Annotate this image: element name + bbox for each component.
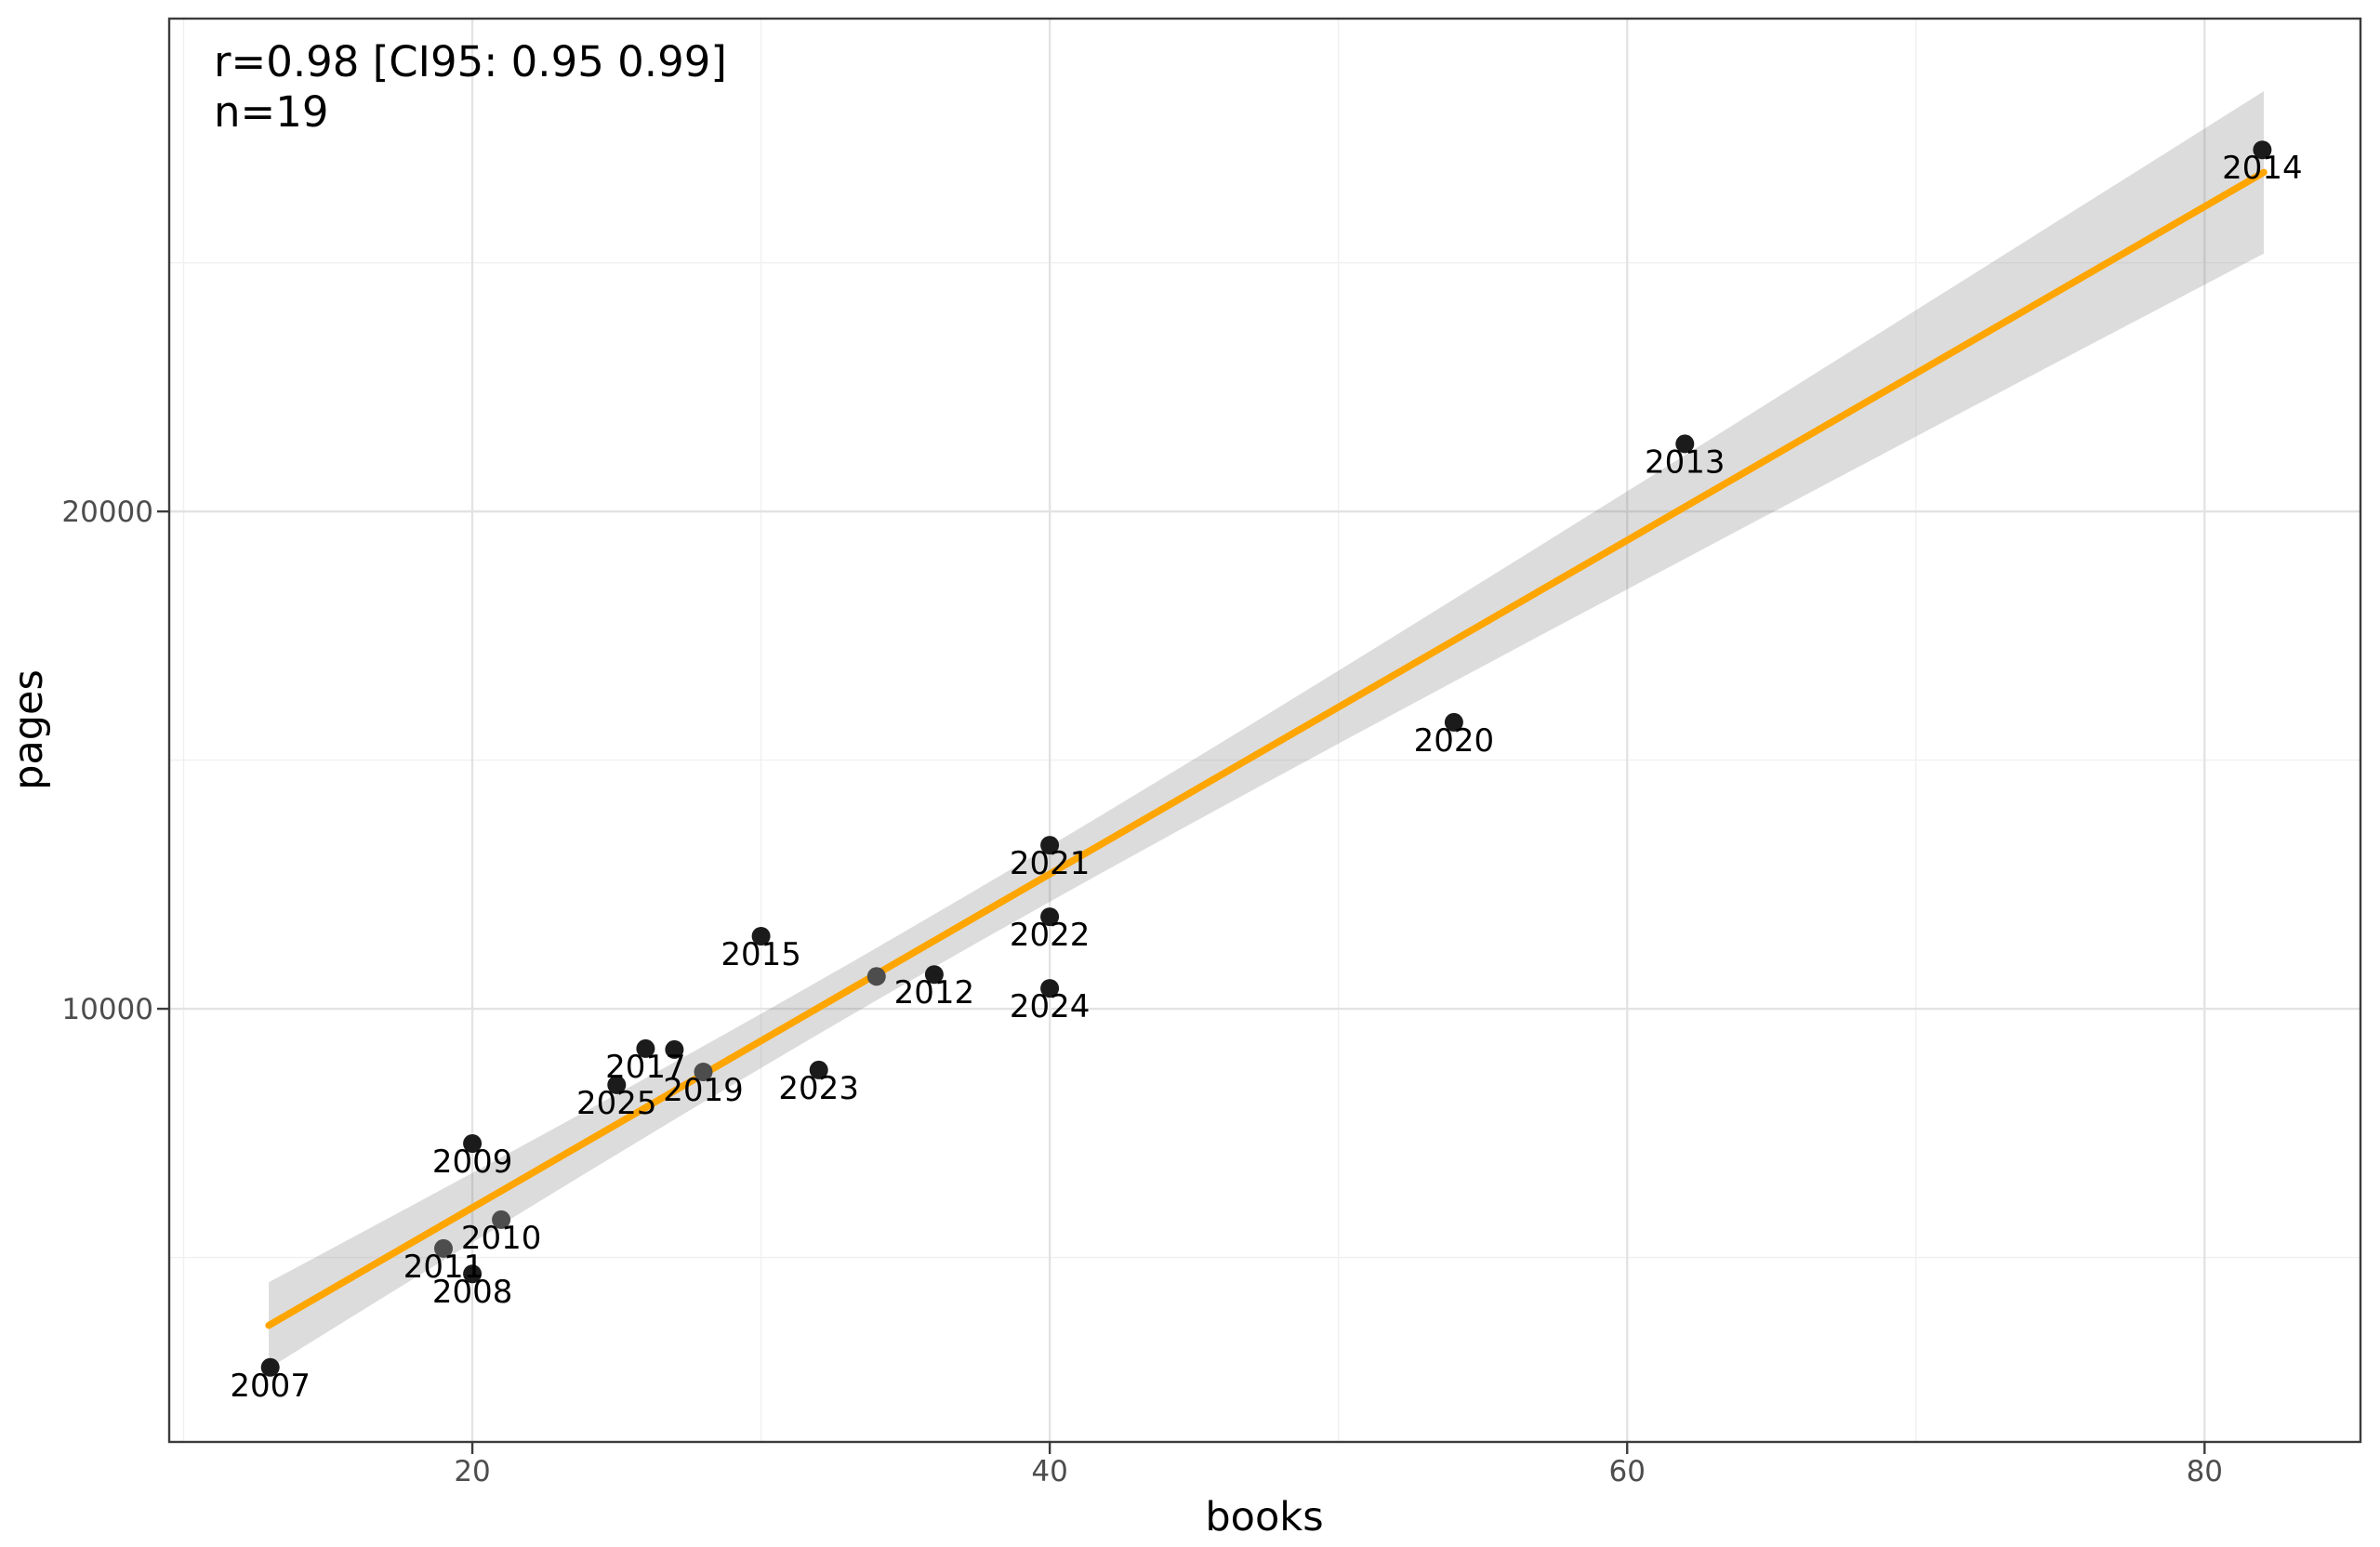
point-year-label: 2024 xyxy=(1010,988,1091,1025)
y-tick-label: 10000 xyxy=(61,993,153,1026)
data-point xyxy=(463,1264,483,1284)
point-year-label: 2025 xyxy=(576,1085,657,1122)
data-point xyxy=(2253,140,2272,160)
data-point xyxy=(463,1134,483,1153)
y-tick-labels: 10000 20000 xyxy=(61,496,153,1026)
y-tick-label: 20000 xyxy=(61,496,153,529)
confidence-band xyxy=(269,91,2264,1368)
point-year-label: 2017 xyxy=(605,1049,686,1086)
axis-tick-marks xyxy=(157,509,2206,1454)
data-point xyxy=(751,927,771,945)
data-point xyxy=(1040,907,1060,927)
data-point xyxy=(924,965,944,985)
point-year-label: 2007 xyxy=(230,1368,311,1405)
point-year-label: 2009 xyxy=(432,1144,513,1181)
data-point xyxy=(1040,979,1060,998)
x-tick-label: 40 xyxy=(1031,1455,1067,1488)
x-axis-title: books xyxy=(1205,1494,1323,1540)
regression-line xyxy=(265,168,2268,1329)
data-point xyxy=(1040,836,1060,855)
confidence-band-area xyxy=(269,91,2264,1368)
point-year-label: 2022 xyxy=(1010,917,1091,954)
data-point xyxy=(636,1038,655,1058)
annotation-sample-size: n=19 xyxy=(214,87,329,137)
data-point xyxy=(665,1039,684,1059)
data-point xyxy=(434,1238,453,1258)
point-year-label: 2020 xyxy=(1414,722,1495,760)
plot-panel-background xyxy=(169,19,2360,1442)
data-point xyxy=(492,1210,511,1229)
point-year-label: 2019 xyxy=(663,1072,744,1109)
x-tick-label: 80 xyxy=(2187,1455,2223,1488)
plot-panel-border xyxy=(167,17,2362,1444)
data-point xyxy=(260,1357,280,1377)
x-tick-label: 20 xyxy=(454,1455,490,1488)
x-tick-label: 60 xyxy=(1609,1455,1646,1488)
data-point xyxy=(866,967,886,986)
point-year-label: 2023 xyxy=(778,1070,859,1107)
x-tick-labels: 20 40 60 80 xyxy=(454,1455,2223,1488)
point-year-label: 2013 xyxy=(1645,443,1726,481)
regression-line-segment xyxy=(265,168,2268,1329)
data-point xyxy=(1444,712,1463,732)
point-year-label: 2021 xyxy=(1010,845,1091,882)
annotation-correlation: r=0.98 [CI95: 0.95 0.99] xyxy=(214,37,727,86)
point-year-label: 2011 xyxy=(403,1249,484,1286)
point-year-label: 2015 xyxy=(721,936,801,973)
data-point xyxy=(1675,434,1695,454)
data-point xyxy=(809,1060,828,1079)
point-year-label: 2010 xyxy=(461,1220,542,1257)
data-point xyxy=(607,1075,627,1094)
gridlines-minor xyxy=(169,19,2360,1442)
data-points xyxy=(260,140,2272,1377)
data-point xyxy=(694,1063,713,1081)
point-year-label: 2012 xyxy=(894,974,975,1012)
gridlines-major xyxy=(169,19,2360,1442)
point-year-label: 2008 xyxy=(432,1274,513,1311)
point-year-label: 2014 xyxy=(2222,150,2303,187)
y-axis-title: pages xyxy=(6,669,52,790)
